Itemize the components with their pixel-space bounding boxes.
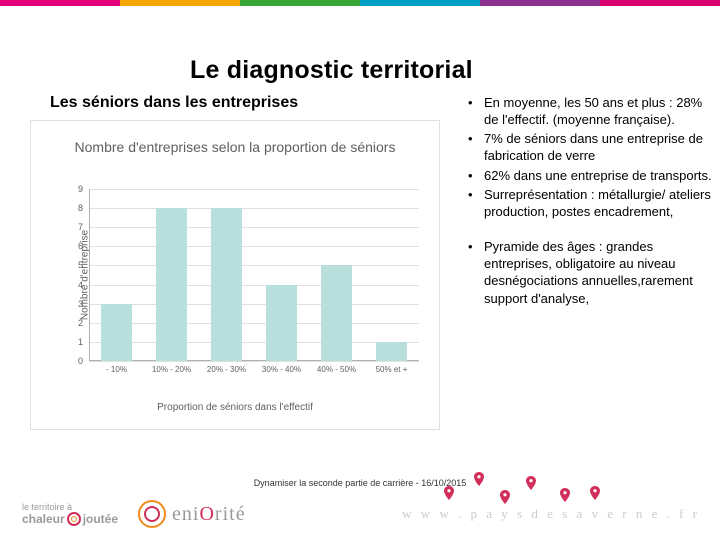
chart-bar: [321, 265, 351, 361]
page-title: Le diagnostic territorial: [190, 56, 473, 85]
subtitle: Les séniors dans les entreprises: [50, 94, 298, 112]
y-tick: 4: [78, 280, 89, 290]
footer-logos: le territoire à chaleur joutée eniOrité: [22, 500, 246, 528]
x-tick: 40% - 50%: [317, 361, 356, 374]
map-pin-icon: [590, 486, 600, 496]
y-tick: 5: [78, 260, 89, 270]
chart-title: Nombre d'entreprises selon la proportion…: [43, 139, 427, 157]
bullet-item: Pyramide des âges : grandes entreprises,…: [468, 238, 720, 307]
y-tick: 0: [78, 356, 89, 366]
footer-url: w w w . p a y s d e s a v e r n e . f r: [402, 506, 700, 522]
bullet-item: 62% dans une entreprise de transports.: [468, 167, 720, 184]
bullet-item: Surreprésentation : métallurgie/ atelier…: [468, 186, 720, 220]
footer-text: Dynamiser la seconde partie de carrière …: [0, 478, 720, 488]
logo-seniorite: eniOrité: [138, 500, 246, 528]
x-tick: 10% - 20%: [152, 361, 191, 374]
y-tick: 6: [78, 241, 89, 251]
map-pins: [440, 464, 610, 504]
x-tick: 50% et +: [376, 361, 408, 374]
y-tick: 7: [78, 222, 89, 232]
y-tick: 3: [78, 299, 89, 309]
y-tick: 1: [78, 337, 89, 347]
y-tick: 9: [78, 184, 89, 194]
bar-chart: Nombre d'entreprises selon la proportion…: [30, 120, 440, 430]
top-color-stripe: [0, 0, 720, 6]
map-pin-icon: [526, 476, 536, 486]
y-tick: 8: [78, 203, 89, 213]
chart-bar: [266, 285, 296, 361]
x-tick: 30% - 40%: [262, 361, 301, 374]
chart-bar: [101, 304, 131, 361]
bullet-item: En moyenne, les 50 ans et plus : 28% de …: [468, 94, 720, 128]
seniorite-icon: [138, 500, 166, 528]
y-tick: 2: [78, 318, 89, 328]
chart-bar: [211, 208, 241, 361]
map-pin-icon: [444, 486, 454, 496]
bullet-list: En moyenne, les 50 ans et plus : 28% de …: [468, 94, 720, 309]
x-tick: 20% - 30%: [207, 361, 246, 374]
bullet-item: 7% de séniors dans une entreprise de fab…: [468, 130, 720, 164]
x-axis-label: Proportion de séniors dans l'effectif: [43, 402, 427, 413]
map-pin-icon: [500, 490, 510, 500]
chaleur-icon: [67, 512, 81, 526]
x-tick: - 10%: [106, 361, 127, 374]
map-pin-icon: [560, 488, 570, 498]
chart-bar: [376, 342, 406, 361]
map-pin-icon: [474, 472, 484, 482]
logo-chaleur: le territoire à chaleur joutée: [22, 503, 118, 526]
chart-bar: [156, 208, 186, 361]
